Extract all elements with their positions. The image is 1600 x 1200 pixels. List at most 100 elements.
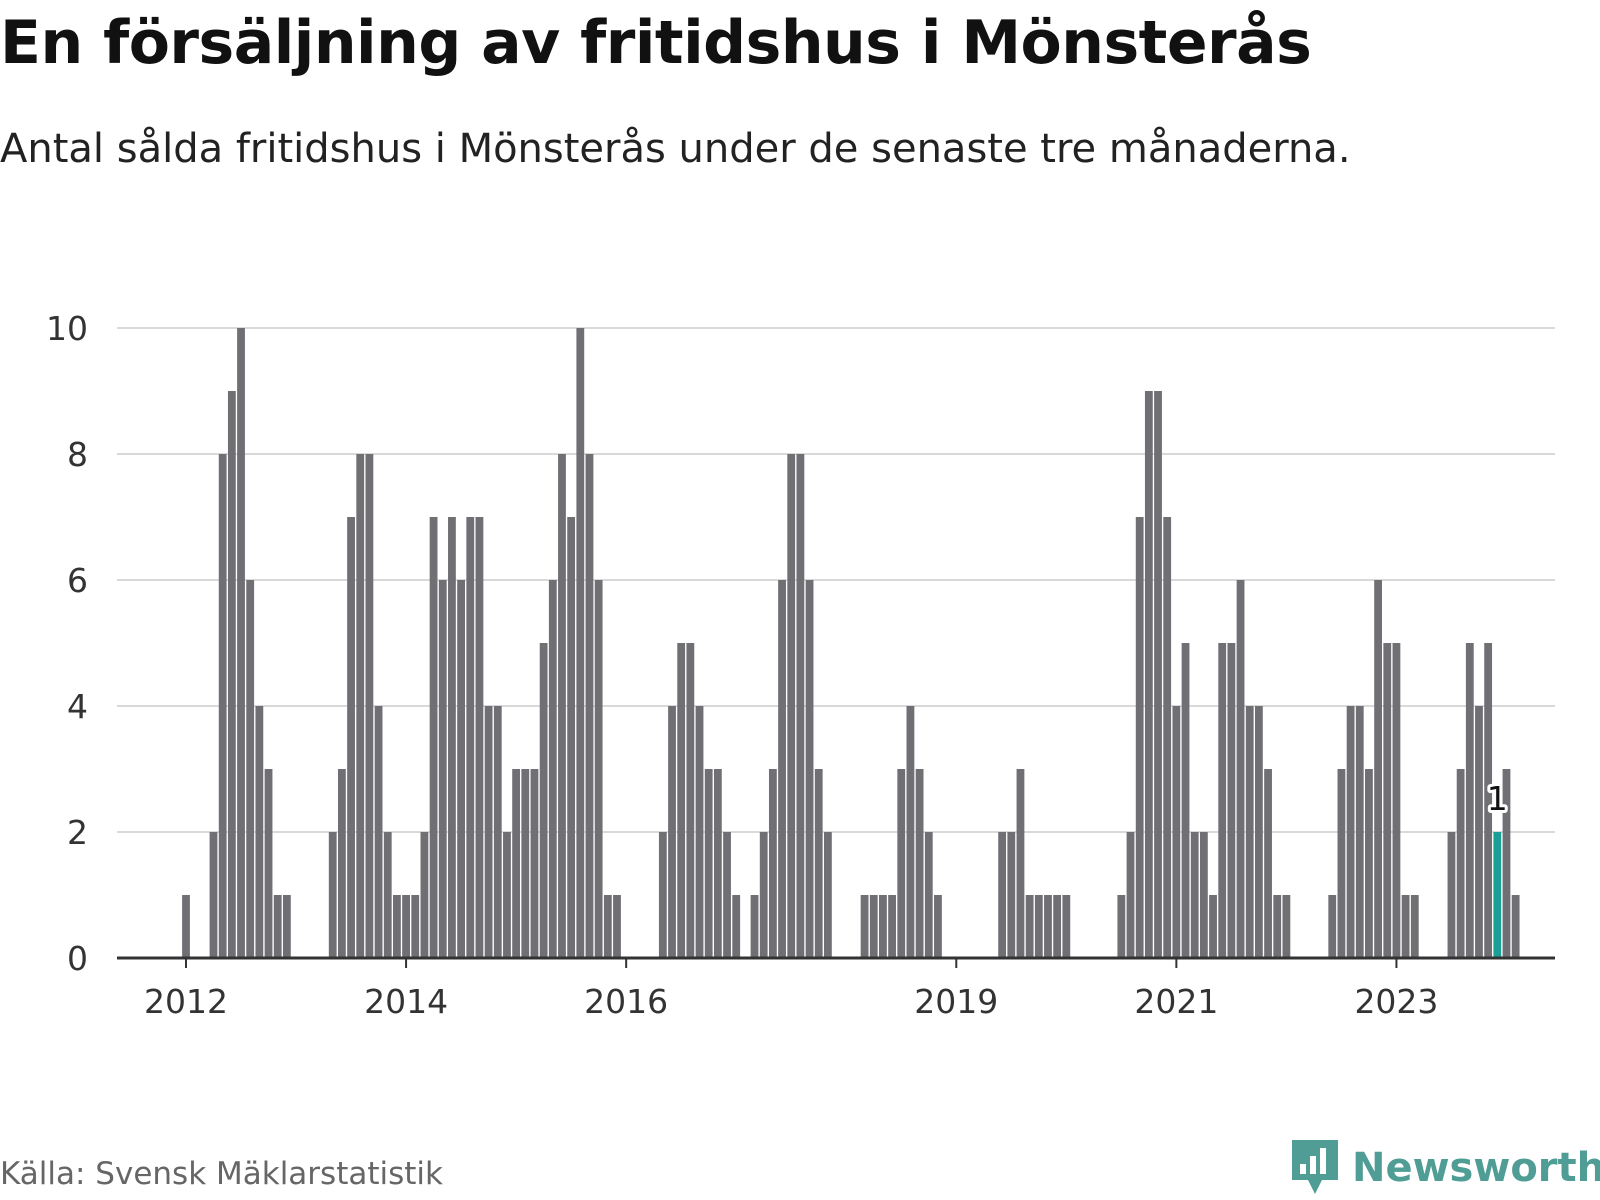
bar	[1465, 643, 1474, 958]
bar	[512, 769, 521, 958]
bar	[906, 706, 915, 958]
bar	[1502, 769, 1511, 958]
bar-chart: 0 2 4 6 8 10 2012 2014 2016 2019 2021 2023 1	[46, 309, 1555, 1021]
bar	[402, 895, 410, 958]
x-tick-label: 2012	[144, 982, 228, 1021]
bar	[1254, 706, 1263, 958]
bar	[1328, 895, 1337, 958]
bar	[713, 769, 722, 958]
bar	[237, 328, 245, 958]
bar	[613, 895, 621, 958]
bar	[420, 832, 429, 958]
bar	[1383, 643, 1392, 958]
bar	[484, 706, 493, 958]
bar	[594, 580, 603, 958]
bar	[182, 895, 190, 958]
bar	[860, 895, 869, 958]
bar	[1236, 580, 1245, 958]
bar	[879, 895, 887, 958]
bar	[768, 769, 777, 958]
bar	[704, 769, 713, 958]
bar	[1016, 769, 1025, 958]
bar	[576, 328, 585, 958]
y-tick-label: 10	[46, 309, 88, 348]
bar	[824, 832, 832, 958]
bar	[1034, 895, 1043, 958]
brand-logo: Newsworthy	[1290, 1138, 1600, 1198]
x-tick-label: 2023	[1354, 982, 1438, 1021]
bar	[1199, 832, 1208, 958]
bar	[347, 517, 355, 958]
y-tick-label: 0	[67, 939, 88, 978]
bar	[282, 895, 291, 958]
bar	[814, 769, 823, 958]
bar	[1392, 643, 1401, 958]
bar	[1282, 895, 1291, 958]
y-tick-label: 8	[67, 435, 88, 474]
bar	[1144, 391, 1153, 958]
bar	[1410, 895, 1419, 958]
x-tick-label: 2016	[584, 982, 668, 1021]
bar	[383, 832, 392, 958]
bar	[897, 769, 906, 958]
x-tick-label: 2014	[364, 982, 448, 1021]
bar	[1126, 832, 1135, 958]
bar	[273, 895, 282, 958]
bar	[365, 454, 374, 958]
x-axis	[117, 956, 1555, 968]
bar	[1337, 769, 1346, 958]
bar	[695, 706, 704, 958]
bar	[548, 580, 557, 958]
source-note: Källa: Svensk Mäklarstatistik	[0, 1156, 443, 1192]
bar	[1053, 895, 1062, 958]
bar	[1227, 643, 1236, 958]
bar	[1218, 643, 1227, 958]
bars	[182, 328, 1520, 958]
bar	[1456, 769, 1465, 958]
bar	[1117, 895, 1126, 958]
bar	[1374, 580, 1382, 958]
newsworthy-logo-icon	[1292, 1140, 1338, 1194]
bar	[255, 706, 264, 958]
x-tick-label: 2021	[1134, 982, 1218, 1021]
bar	[1181, 643, 1190, 958]
bar	[1135, 517, 1144, 958]
bar	[778, 580, 786, 958]
x-tick-label: 2019	[914, 982, 998, 1021]
bar	[328, 832, 337, 958]
bar	[209, 832, 218, 958]
bar	[686, 643, 695, 958]
bar	[888, 895, 896, 958]
chart-subtitle: Antal sålda fritidshus i Mönsterås under…	[0, 126, 1351, 172]
bar	[539, 643, 548, 958]
grid-lines	[117, 327, 1555, 833]
bar	[264, 769, 273, 958]
bar	[1172, 706, 1181, 958]
bar	[750, 895, 759, 958]
bar	[567, 517, 576, 958]
y-tick-label: 2	[67, 813, 88, 852]
bar	[1062, 895, 1071, 958]
bar	[356, 454, 365, 958]
bar	[1273, 895, 1282, 958]
bar	[429, 517, 438, 958]
bar	[658, 832, 667, 958]
bar	[1264, 769, 1272, 958]
bar	[246, 580, 255, 958]
bar	[915, 769, 924, 958]
bar	[475, 517, 484, 958]
bar	[530, 769, 539, 958]
bar	[998, 832, 1007, 958]
bar	[1447, 832, 1456, 958]
bar	[1365, 769, 1373, 958]
brand-name: Newsworthy	[1352, 1145, 1600, 1191]
bar	[1209, 895, 1217, 958]
bar	[1355, 706, 1364, 958]
bar	[393, 895, 401, 958]
bar	[1401, 895, 1410, 958]
bar	[1044, 895, 1052, 958]
bar	[924, 832, 933, 958]
bar	[1163, 517, 1172, 958]
y-tick-label: 4	[67, 687, 88, 726]
data-labels: 1	[1484, 776, 1511, 821]
